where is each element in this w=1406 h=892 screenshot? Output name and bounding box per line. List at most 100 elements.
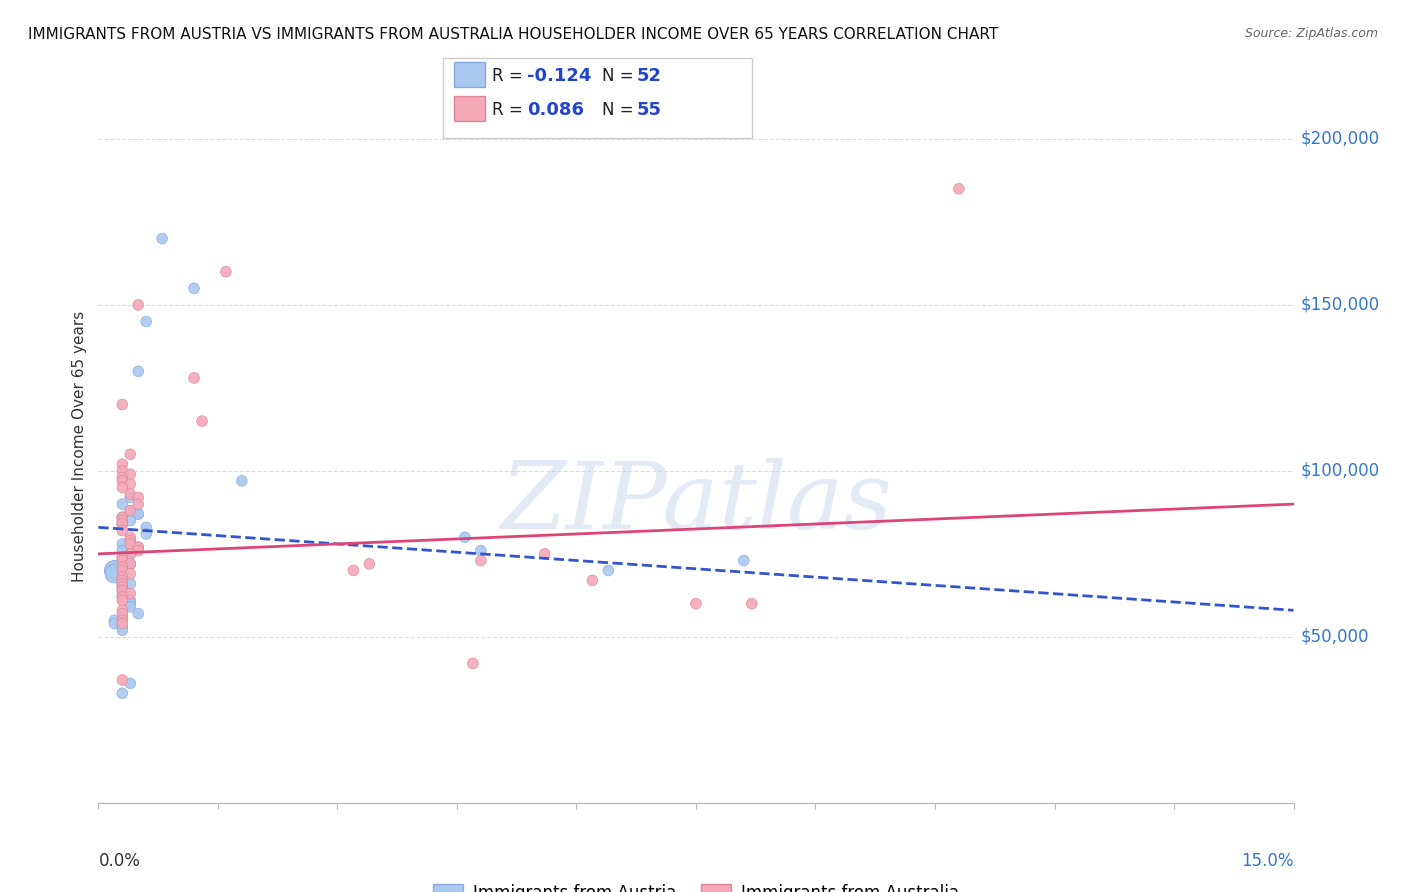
Point (111, 587, 134, 601)
Point (120, 533, 142, 548)
Point (120, 547, 142, 561)
Text: $50,000: $50,000 (1301, 628, 1369, 646)
Point (127, 298, 149, 312)
Text: ZIPatlas: ZIPatlas (501, 458, 891, 548)
Point (103, 613, 125, 627)
Point (470, 543, 492, 558)
Point (127, 497, 149, 511)
Point (135, 314, 157, 328)
Point (127, 543, 149, 558)
Point (111, 550, 134, 565)
Point (120, 514, 142, 528)
Point (103, 616, 125, 631)
Point (120, 576, 142, 591)
Point (183, 371, 205, 385)
Point (111, 610, 134, 624)
Point (111, 686, 134, 700)
Point (111, 583, 134, 598)
Point (135, 520, 157, 534)
Point (127, 540, 149, 554)
Point (111, 616, 134, 631)
Point (183, 281, 205, 295)
Point (111, 497, 134, 511)
Point (120, 487, 142, 501)
Point (120, 491, 142, 505)
Point (120, 597, 142, 611)
Point (111, 580, 134, 594)
Point (111, 550, 134, 565)
Point (111, 514, 134, 528)
Point (127, 507, 149, 521)
Point (111, 570, 134, 584)
Point (127, 364, 149, 378)
Point (111, 481, 134, 495)
Point (111, 580, 134, 594)
Point (191, 414, 214, 428)
Point (111, 457, 134, 471)
Point (598, 564, 620, 578)
Text: N =: N = (602, 67, 638, 85)
Point (111, 553, 134, 567)
Text: 15.0%: 15.0% (1241, 852, 1294, 870)
Point (111, 543, 134, 558)
Point (741, 597, 763, 611)
Point (120, 533, 142, 548)
Point (120, 599, 142, 614)
Point (111, 624, 134, 638)
Point (215, 265, 238, 279)
Point (111, 537, 134, 551)
Point (111, 673, 134, 687)
Point (150, 231, 173, 245)
Point (103, 566, 125, 581)
Point (120, 467, 142, 482)
Point (120, 547, 142, 561)
Point (127, 607, 149, 621)
Point (127, 540, 149, 554)
Point (111, 564, 134, 578)
Point (111, 590, 134, 604)
Point (533, 547, 555, 561)
Text: Source: ZipAtlas.com: Source: ZipAtlas.com (1244, 27, 1378, 40)
Text: R =: R = (492, 67, 529, 85)
Point (120, 566, 142, 581)
Point (111, 590, 134, 604)
Point (470, 553, 492, 567)
Point (111, 464, 134, 478)
Point (111, 470, 134, 484)
Point (111, 574, 134, 588)
Point (120, 557, 142, 571)
Text: -0.124: -0.124 (527, 67, 592, 85)
Point (120, 557, 142, 571)
Point (120, 504, 142, 518)
Point (359, 557, 381, 571)
Point (454, 530, 477, 544)
Y-axis label: Householder Income Over 65 years: Householder Income Over 65 years (72, 310, 87, 582)
Point (111, 620, 134, 634)
Point (231, 474, 253, 488)
Point (111, 397, 134, 411)
Point (120, 447, 142, 461)
Point (685, 597, 707, 611)
Point (111, 510, 134, 524)
Point (120, 477, 142, 491)
Point (127, 507, 149, 521)
Point (111, 510, 134, 524)
Point (111, 553, 134, 567)
Point (948, 182, 970, 196)
Text: $200,000: $200,000 (1301, 130, 1379, 148)
Point (120, 530, 142, 544)
Point (111, 560, 134, 574)
Text: $150,000: $150,000 (1301, 296, 1379, 314)
Point (111, 613, 134, 627)
Point (120, 557, 142, 571)
Point (111, 607, 134, 621)
Point (111, 583, 134, 598)
Point (120, 587, 142, 601)
Point (111, 603, 134, 617)
Text: 55: 55 (637, 101, 662, 119)
Text: $100,000: $100,000 (1301, 462, 1379, 480)
Point (111, 524, 134, 538)
Point (111, 516, 134, 531)
Text: IMMIGRANTS FROM AUSTRIA VS IMMIGRANTS FROM AUSTRALIA HOUSEHOLDER INCOME OVER 65 : IMMIGRANTS FROM AUSTRIA VS IMMIGRANTS FR… (28, 27, 998, 42)
Point (581, 574, 603, 588)
